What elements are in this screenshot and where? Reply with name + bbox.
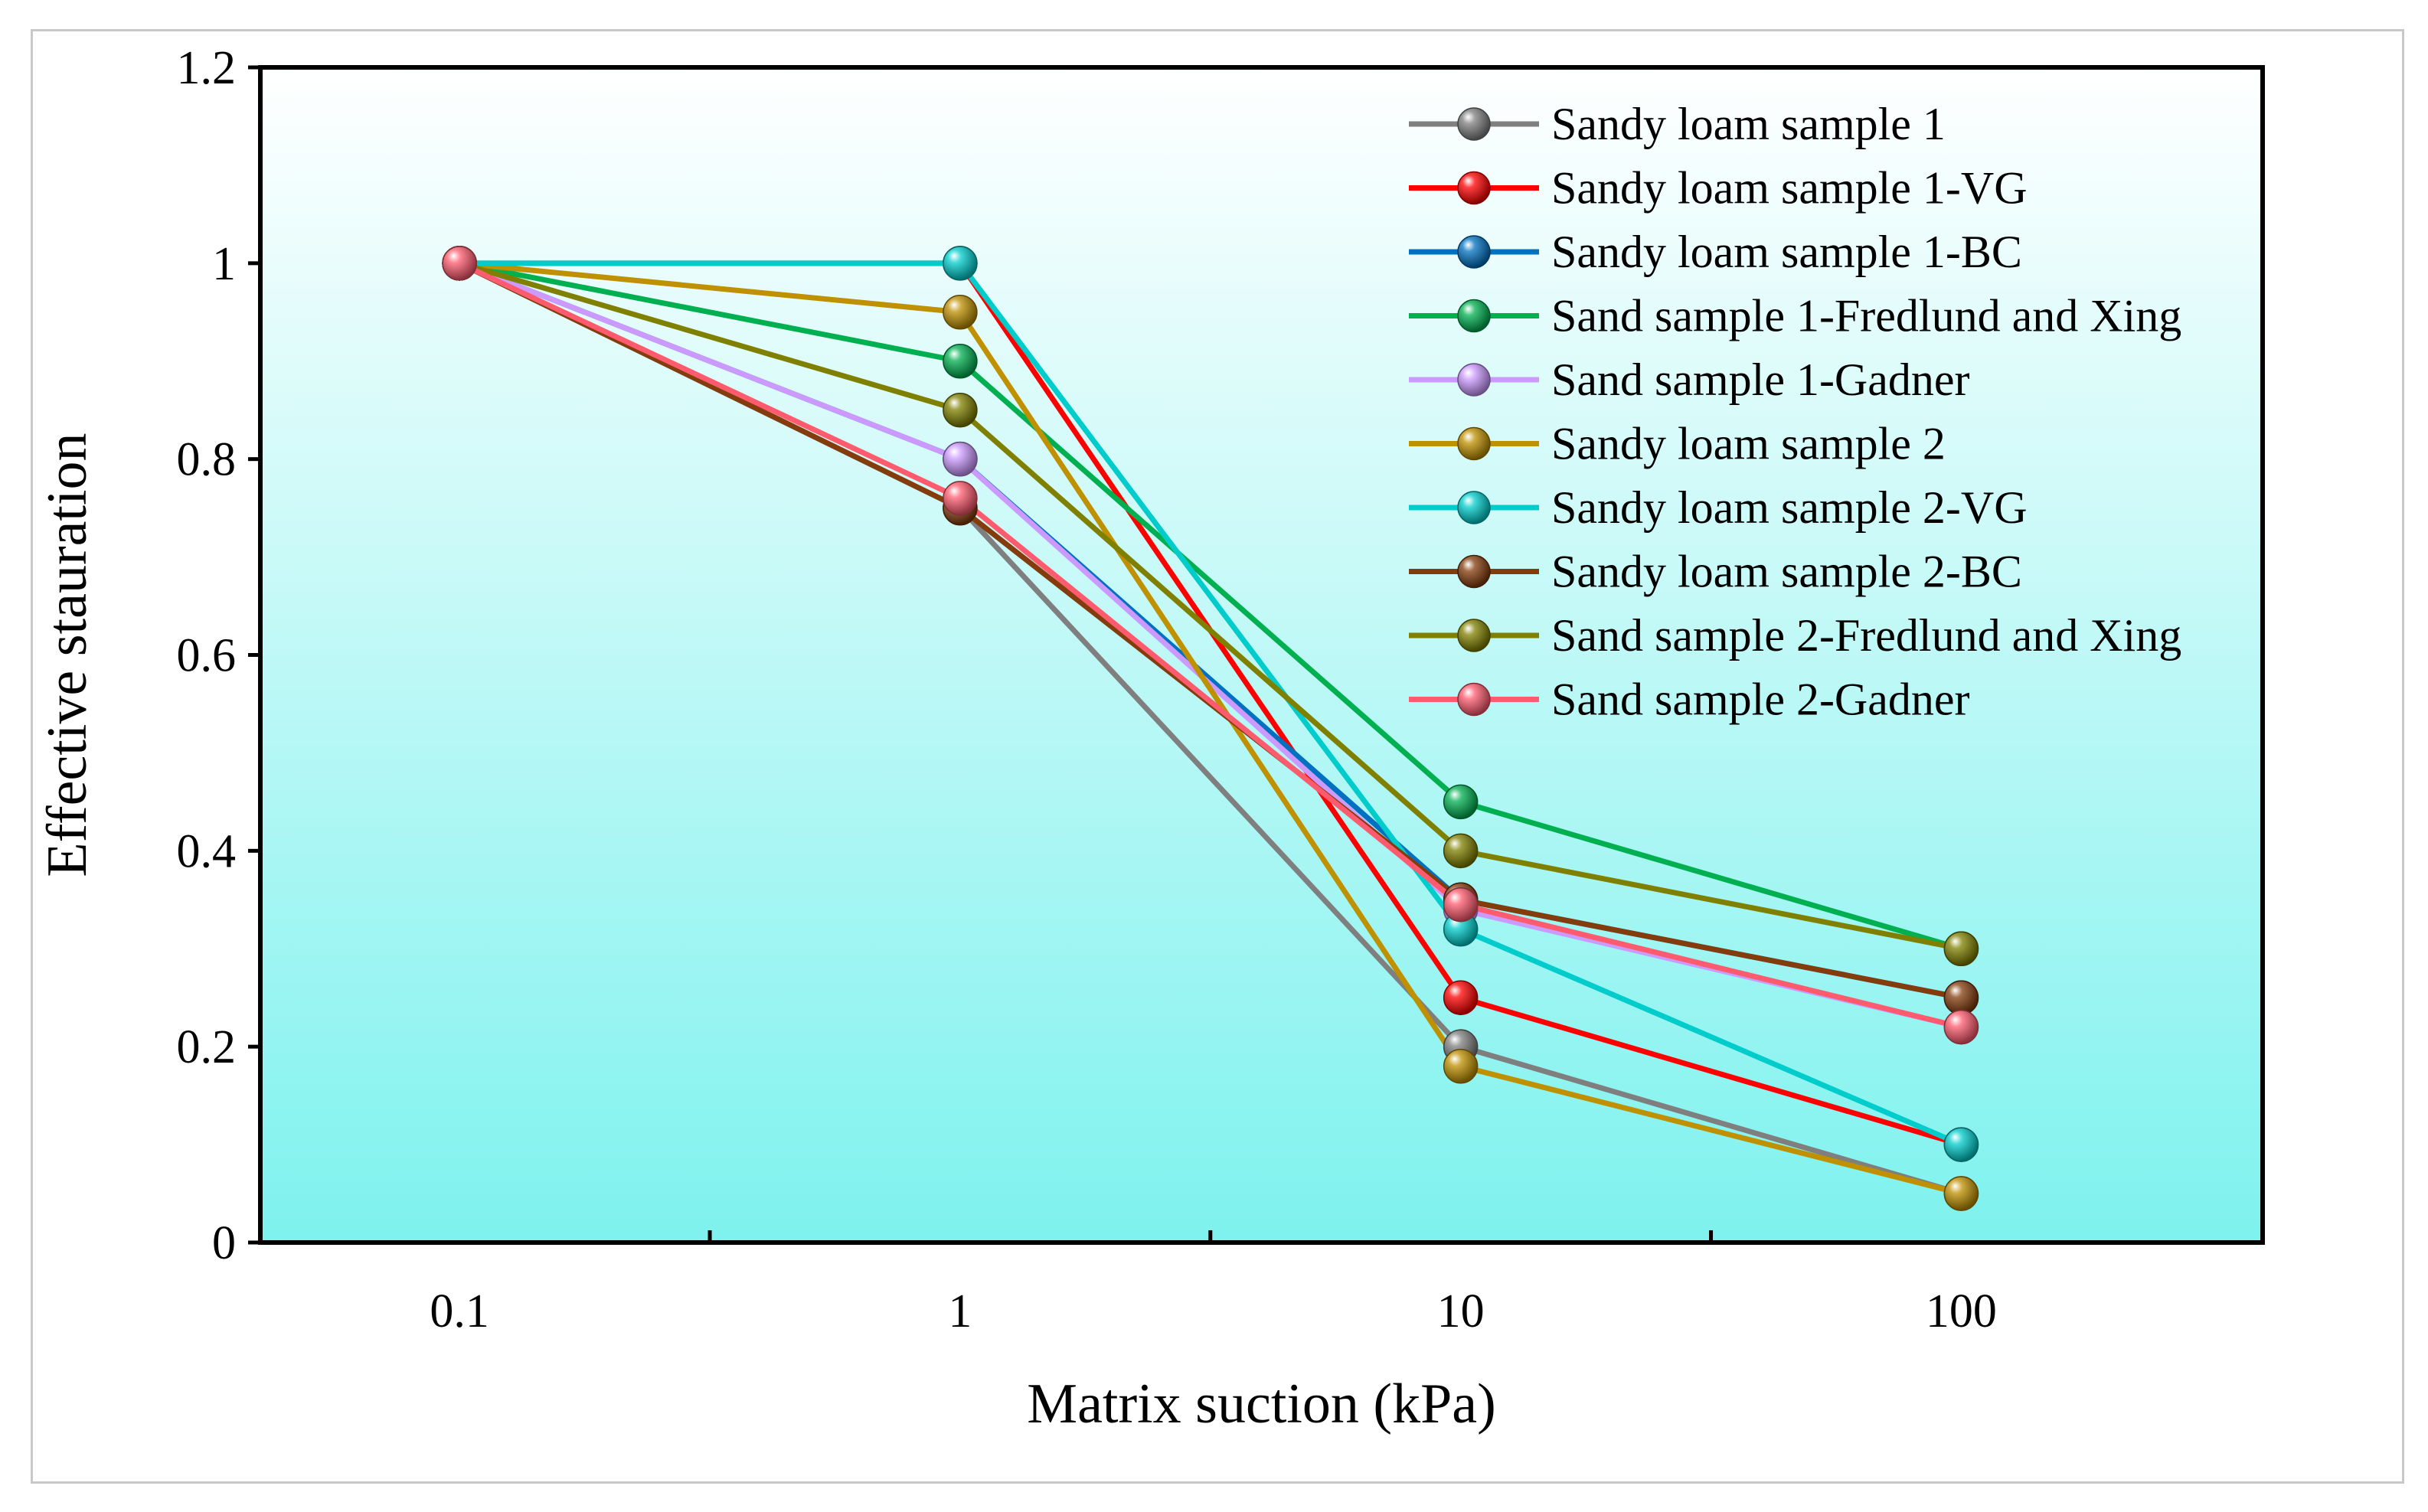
legend-label: Sandy loam sample 1-VG: [1551, 163, 2028, 214]
y-tick-label: 1.2: [177, 42, 237, 94]
legend-label: Sand sample 1-Gadner: [1551, 354, 1970, 405]
legend-marker: [1457, 107, 1491, 141]
series-6: [459, 260, 1962, 1197]
legend-marker: [1457, 491, 1491, 524]
y-tick-label: 0.4: [177, 825, 237, 877]
y-tick-label: 0.6: [177, 630, 237, 682]
legend-label: Sandy loam sample 2: [1551, 419, 1946, 469]
data-point: [1943, 1009, 1979, 1045]
data-point: [943, 246, 978, 281]
y-tick-label: 0.8: [177, 434, 237, 486]
legend-marker: [1457, 171, 1491, 205]
series-7: [459, 260, 1962, 1148]
series-line: [458, 260, 1962, 1030]
data-point: [943, 295, 978, 330]
series-10-markers: [442, 246, 1979, 1045]
y-tick-label: 0.2: [177, 1021, 237, 1073]
axes-layer: 0 0.2 0.4 0.6 0.8 1 1.2 0.1 1 10 100: [177, 42, 1997, 1337]
legend-marker: [1457, 235, 1491, 269]
legend-marker: [1457, 619, 1491, 652]
series-line: [459, 260, 1962, 1148]
legend-label: Sandy loam sample 1-BC: [1551, 227, 2022, 277]
legend-marker: [1457, 554, 1491, 589]
legend-marker: [1457, 426, 1491, 461]
data-point: [1443, 980, 1479, 1015]
data-point: [1943, 980, 1979, 1015]
legend-item: Sandy loam sample 2: [1409, 419, 1946, 469]
x-tick-label: 100: [1926, 1285, 1997, 1337]
y-tick-label: 1: [212, 238, 236, 290]
data-point: [1943, 1127, 1979, 1162]
data-point: [943, 441, 978, 477]
data-point: [943, 392, 978, 428]
legend-item: Sandy loam sample 1-BC: [1409, 227, 2022, 277]
y-tick-label: 0: [212, 1217, 236, 1269]
legend: Sandy loam sample 1 Sandy loam sample 1-V…: [1409, 99, 2181, 725]
legend-item: Sandy loam sample 1-VG: [1409, 163, 2028, 214]
data-point: [1443, 833, 1479, 869]
legend-label: Sandy loam sample 2-VG: [1551, 482, 2028, 533]
data-point: [1943, 931, 1979, 966]
legend-marker: [1457, 299, 1491, 333]
x-tick-label: 0.1: [430, 1285, 489, 1337]
legend-item: Sand sample 1-Gadner: [1409, 354, 1970, 405]
data-point: [1443, 784, 1479, 820]
legend-label: Sand sample 2-Gadner: [1551, 674, 1970, 725]
series-4: [459, 260, 1962, 952]
legend-item: Sand sample 1-Fredlund and Xing: [1409, 291, 2181, 341]
series-9: [459, 260, 1962, 952]
legend-item: Sandy loam sample 1: [1409, 99, 1946, 149]
legend-label: Sandy loam sample 2-BC: [1551, 547, 2022, 597]
series-line: [459, 260, 1962, 1197]
legend-item: Sandy loam sample 2-VG: [1409, 482, 2028, 533]
series-line: [459, 260, 1962, 952]
data-point: [1943, 1176, 1979, 1211]
legend-item: Sandy loam sample 2-BC: [1409, 547, 2022, 597]
legend-label: Sandy loam sample 1: [1551, 99, 1946, 149]
legend-label: Sand sample 2-Fredlund and Xing: [1551, 610, 2181, 661]
data-point: [1443, 887, 1479, 923]
x-tick-label: 1: [948, 1285, 972, 1337]
series-line: [459, 260, 1962, 952]
series-layer: [442, 246, 1979, 1211]
series-10: [458, 260, 1962, 1030]
data-point: [943, 344, 978, 379]
legend-marker: [1457, 682, 1491, 717]
legend-item: Sand sample 2-Gadner: [1409, 674, 1970, 725]
legend-marker: [1457, 363, 1491, 397]
legend-label: Sand sample 1-Fredlund and Xing: [1551, 291, 2181, 341]
data-point: [943, 481, 978, 516]
y-axis-title: Effective stauration: [36, 433, 99, 877]
data-point: [1443, 1049, 1479, 1084]
x-axis-title: Matrix suction (kPa): [1027, 1373, 1495, 1435]
x-tick-label: 10: [1437, 1285, 1485, 1337]
legend-item: Sand sample 2-Fredlund and Xing: [1409, 610, 2181, 661]
data-point: [442, 246, 477, 281]
